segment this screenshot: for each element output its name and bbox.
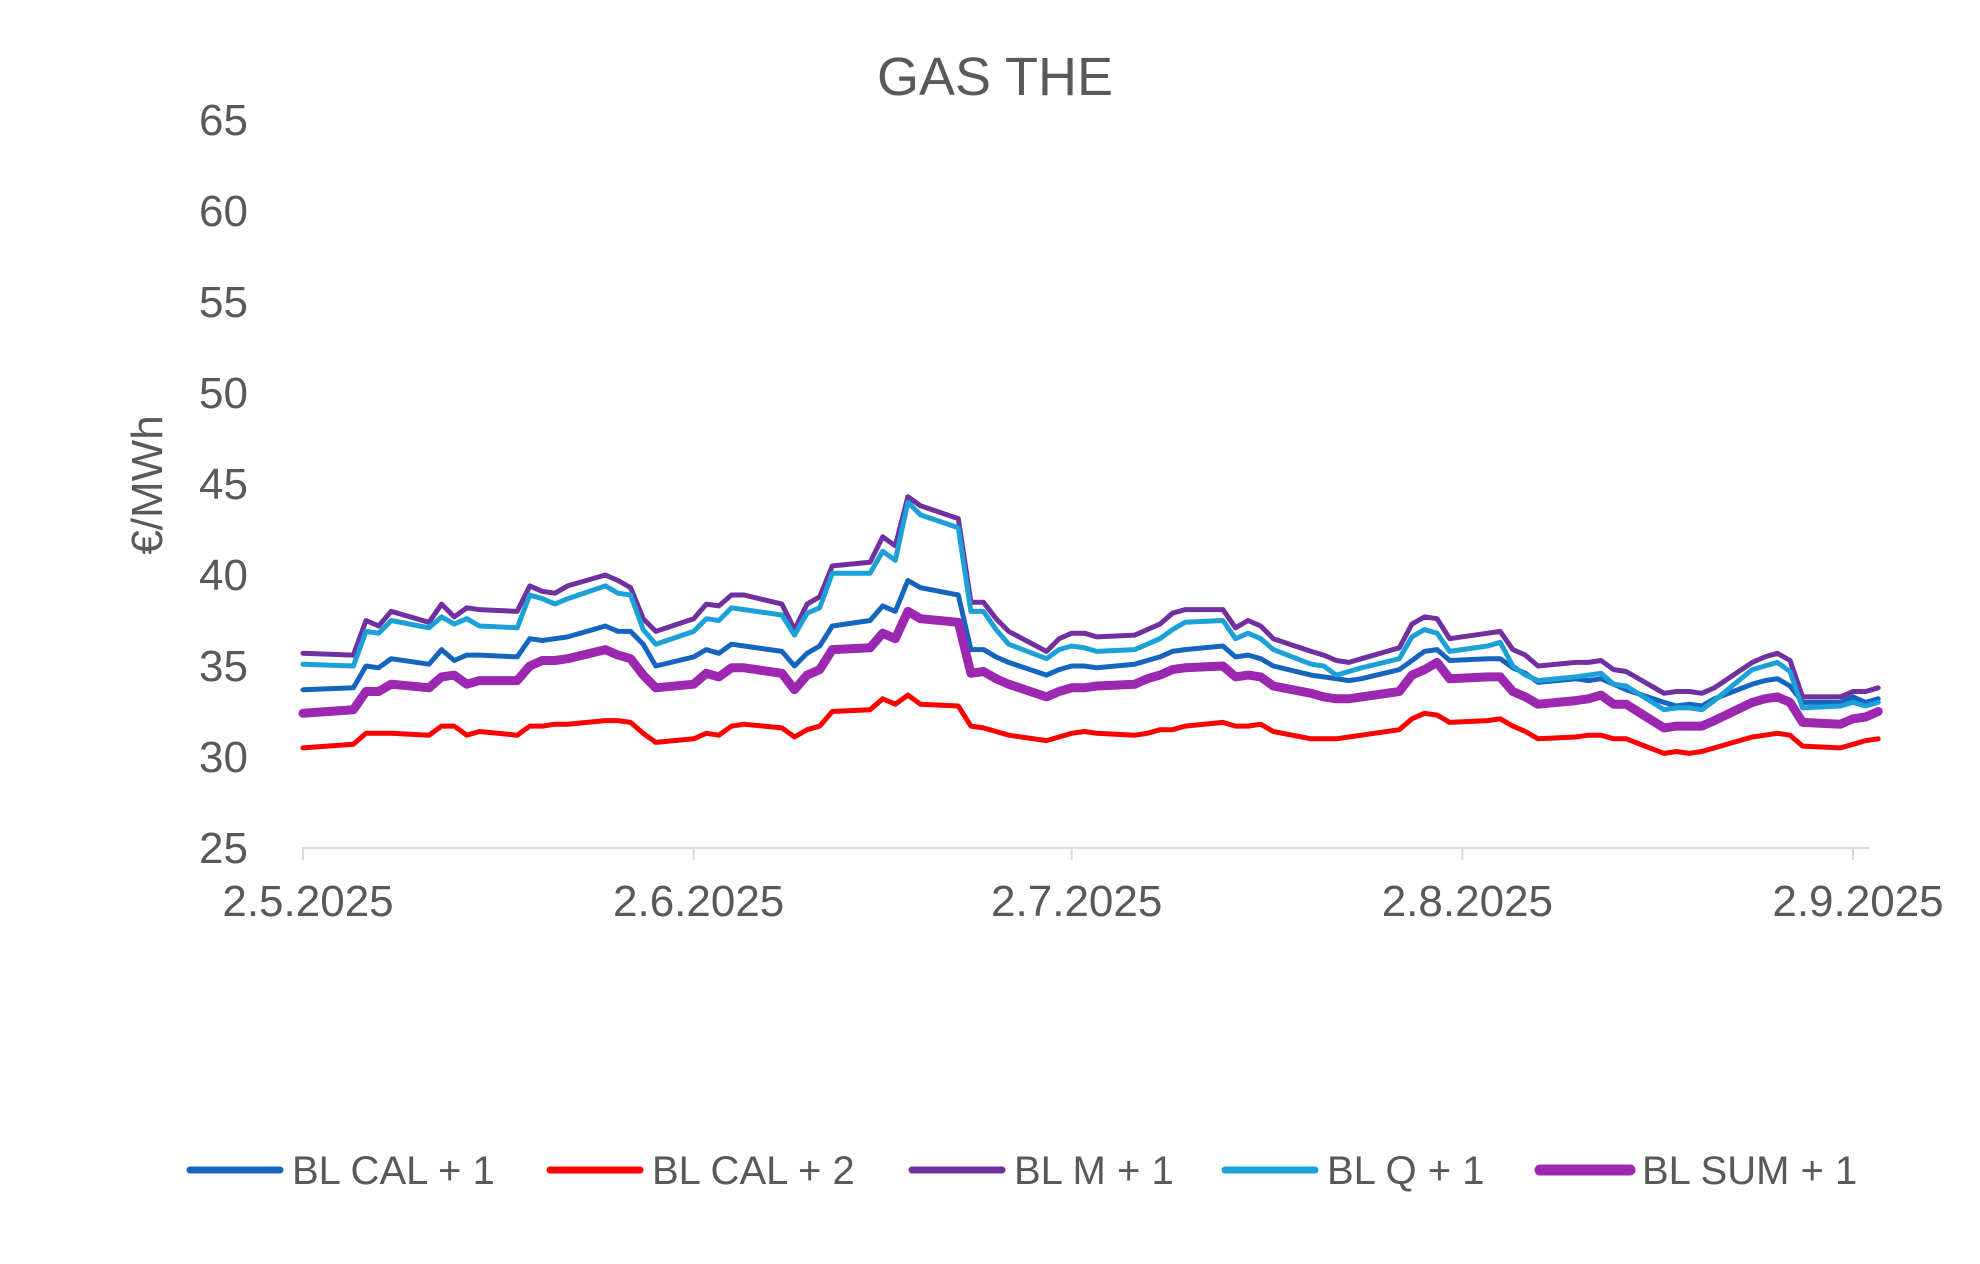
x-tick-label: 2.5.2025 (222, 877, 393, 926)
series-line-bl-cal-2 (300, 692, 1881, 756)
y-tick-label: 55 (199, 278, 248, 327)
series-line-bl-q-1 (300, 499, 1881, 713)
y-tick-label: 35 (199, 642, 248, 691)
y-tick-label: 25 (199, 824, 248, 873)
y-tick-label: 30 (199, 733, 248, 782)
legend-label-bl-cal-2: BL CAL + 2 (652, 1149, 855, 1193)
series-line-bl-sum-1 (298, 606, 1883, 733)
y-tick-label: 60 (199, 187, 248, 236)
x-tick-label: 2.9.2025 (1772, 877, 1943, 926)
series-lines (298, 494, 1883, 756)
x-tick-label: 2.6.2025 (613, 877, 784, 926)
legend-label-bl-q-1: BL Q + 1 (1327, 1149, 1485, 1193)
x-axis: 2.5.2025 2.6.2025 2.7.2025 2.8.2025 2.9.2025 (222, 847, 1944, 926)
y-axis-label: €/MWh (123, 415, 172, 554)
legend-label-bl-sum-1: BL SUM + 1 (1642, 1149, 1857, 1193)
y-tick-label: 45 (199, 460, 248, 509)
chart-title: GAS THE (877, 47, 1113, 107)
legend-label-bl-m-1: BL M + 1 (1014, 1149, 1174, 1193)
y-axis-ticks: 25 30 35 40 45 50 55 60 65 (199, 96, 248, 873)
y-tick-label: 65 (199, 96, 248, 145)
y-tick-label: 50 (199, 369, 248, 418)
legend-label-bl-cal-1: BL CAL + 1 (292, 1149, 495, 1193)
y-tick-label: 40 (199, 551, 248, 600)
x-tick-label: 2.8.2025 (1382, 877, 1553, 926)
series-line-bl-m-1 (300, 494, 1881, 700)
x-tick-label: 2.7.2025 (991, 877, 1162, 926)
legend: BL CAL + 1 BL CAL + 2 BL M + 1 BL Q + 1 BL S… (186, 1149, 1857, 1193)
